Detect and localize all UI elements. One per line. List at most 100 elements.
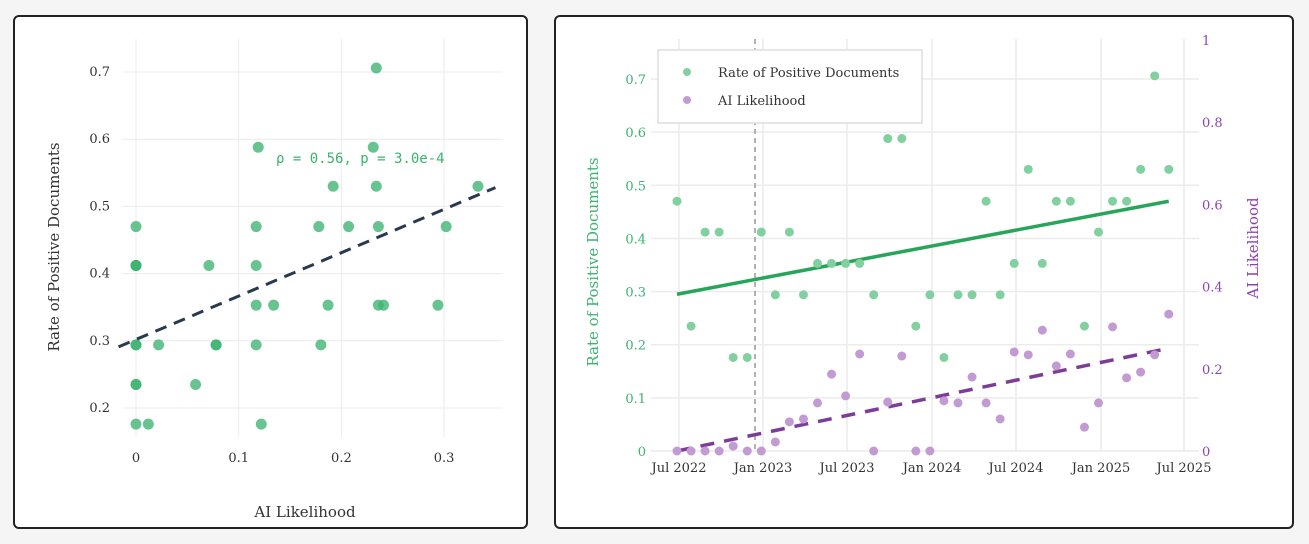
rate-point	[883, 134, 893, 144]
data-point	[190, 378, 202, 390]
ai-likelihood-point	[883, 397, 893, 407]
data-point	[378, 299, 390, 311]
rate-point	[1108, 196, 1118, 206]
y2-tick-label: 0.6	[1202, 198, 1223, 213]
rate-point	[1164, 164, 1174, 174]
rate-point	[855, 258, 865, 268]
ai-likelihood-point	[1094, 398, 1103, 408]
y-tick-label: 0.1	[625, 392, 646, 407]
y-tick-label: 0	[638, 445, 646, 460]
ai-likelihood-point	[981, 398, 991, 408]
ai-likelihood-point	[1023, 350, 1033, 360]
data-point	[250, 221, 262, 233]
ai-likelihood-point	[742, 446, 752, 456]
rate-point	[1023, 164, 1033, 174]
y2-tick-label: 0.8	[1202, 116, 1223, 131]
y-tick-label: 0.3	[89, 334, 110, 349]
y2-axis-title: AI Likelihood	[1244, 197, 1262, 300]
rate-point	[897, 134, 907, 144]
rate-point	[1051, 196, 1061, 206]
ai-likelihood-point	[827, 369, 837, 379]
x-axis-title: AI Likelihood	[253, 503, 356, 521]
ai-likelihood-point	[813, 398, 822, 408]
x-tick-label: 0.1	[228, 451, 249, 466]
rate-point	[1136, 164, 1146, 174]
legend-label-ai: AI Likelihood	[717, 94, 806, 109]
legend-marker-ai	[683, 96, 691, 104]
rate-point	[756, 227, 766, 237]
ai-likelihood-point	[1009, 347, 1019, 357]
data-point	[142, 418, 154, 430]
rate-point	[742, 352, 752, 362]
x-tick-label: Jan 2025	[1070, 461, 1131, 476]
y-tick-label: 0.5	[625, 179, 646, 194]
data-point	[268, 299, 280, 311]
ai-likelihood-point	[784, 417, 794, 427]
data-point	[153, 339, 165, 351]
ai-likelihood-point	[841, 391, 851, 401]
data-point	[440, 221, 452, 233]
rate-point	[981, 196, 991, 206]
data-point	[203, 260, 215, 272]
y-tick-label: 0.3	[625, 286, 646, 301]
data-point	[210, 339, 222, 351]
data-point	[472, 180, 484, 192]
rate-point	[995, 290, 1005, 300]
rate-point	[967, 290, 977, 300]
ai-likelihood-point	[700, 446, 710, 456]
data-point	[372, 221, 384, 233]
y-axis-title: Rate of Positive Documents	[45, 142, 63, 351]
ai-likelihood-point	[714, 446, 724, 456]
ai-likelihood-trend-line	[676, 346, 1170, 453]
ai-likelihood-point	[1051, 361, 1061, 371]
ai-likelihood-point	[897, 351, 907, 361]
rate-point	[869, 290, 879, 300]
rate-point	[1065, 196, 1075, 206]
rate-point	[728, 352, 738, 362]
rate-point	[1094, 227, 1103, 237]
rate-point	[827, 258, 837, 268]
data-point	[315, 339, 327, 351]
timeseries-panel: Jul 2022 Jan 2023 Jul 2023 Jan 2024 Jul 2024…	[554, 15, 1294, 529]
data-point	[367, 141, 379, 153]
legend-box	[657, 49, 923, 124]
data-point	[130, 221, 142, 233]
y-tick-label: 0.7	[89, 65, 110, 80]
data-point	[130, 260, 142, 272]
data-point	[130, 378, 142, 390]
data-point	[343, 221, 355, 233]
legend-label-rate: Rate of Positive Documents	[718, 66, 899, 81]
rate-point	[813, 258, 822, 268]
rate-point	[714, 227, 724, 237]
x-tick-label: Jul 2025	[1155, 461, 1212, 476]
rate-point	[798, 290, 808, 300]
y2-tick-label: 0	[1202, 445, 1210, 460]
rate-point	[770, 290, 780, 300]
ai-likelihood-point	[1150, 350, 1160, 360]
ai-likelihood-point	[1164, 309, 1174, 319]
y-tick-label: 0.5	[89, 199, 110, 214]
data-point	[130, 339, 142, 351]
y-tick-label: 0.4	[625, 232, 646, 247]
y2-tick-label: 0.2	[1202, 363, 1223, 378]
data-point	[370, 180, 382, 192]
data-point	[252, 141, 264, 153]
y-axis-title: Rate of Positive Documents	[584, 157, 602, 366]
data-point	[130, 418, 142, 430]
data-point	[313, 221, 325, 233]
timeseries-chart: Jul 2022 Jan 2023 Jul 2023 Jan 2024 Jul 2024…	[584, 34, 1262, 476]
ai-likelihood-point	[672, 446, 682, 456]
data-point	[250, 339, 262, 351]
rate-point	[1150, 71, 1160, 81]
rate-point	[1009, 258, 1019, 268]
ai-likelihood-point	[869, 446, 879, 456]
ai-likelihood-point	[756, 446, 766, 456]
ai-likelihood-point	[1136, 367, 1146, 377]
y-tick-label: 0.2	[625, 339, 646, 354]
x-tick-label: 0	[132, 451, 140, 466]
x-tick-label: Jan 2024	[901, 461, 962, 476]
ai-likelihood-point	[855, 349, 865, 359]
data-point	[327, 180, 339, 192]
rate-point	[925, 290, 935, 300]
legend-marker-rate	[683, 68, 691, 76]
